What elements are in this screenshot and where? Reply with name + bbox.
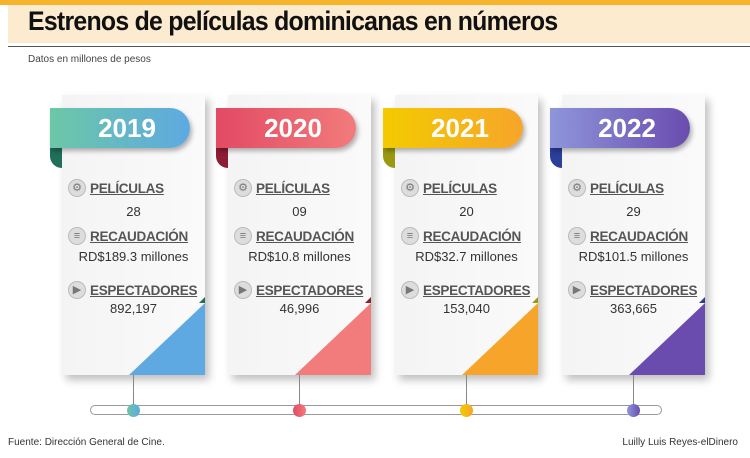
year-card-2019: 2019 ⚙ PELÍCULAS 28 ≡ RECAUDACIÓN RD$189.3… [50,95,205,375]
film-reel-icon: ⚙ [568,179,586,197]
corner-fold [462,303,538,375]
films-label: PELÍCULAS [256,180,330,196]
films-heading: ⚙ PELÍCULAS [401,179,497,197]
revenue-value: RD$101.5 millones [578,249,689,264]
films-label: PELÍCULAS [423,180,497,196]
coins-icon: ≡ [401,227,419,245]
films-value: 29 [626,204,641,219]
year-card-2022: 2022 ⚙ PELÍCULAS 29 ≡ RECAUDACIÓN RD$101.5… [550,95,705,375]
viewers-value: 363,665 [610,301,657,316]
revenue-label: RECAUDACIÓN [256,228,354,244]
revenue-value: RD$189.3 millones [78,249,189,264]
corner-fold [629,303,705,375]
coins-icon: ≡ [568,227,586,245]
viewers-label: ESPECTADORES [256,282,364,298]
viewers-value: 892,197 [110,301,157,316]
viewers-heading: ▶ ESPECTADORES [568,281,697,299]
year-ribbon: 2021 [383,108,523,148]
ribbon-tail [50,148,62,168]
viewers-label: ESPECTADORES [590,282,698,298]
viewers-label: ESPECTADORES [90,282,198,298]
corner-fold-edge [699,297,705,303]
year-ribbon: 2019 [50,108,190,148]
source-note: Fuente: Dirección General de Cine. [8,437,165,448]
year-ribbon: 2020 [216,108,356,148]
films-heading: ⚙ PELÍCULAS [568,179,664,197]
timeline-connector [633,375,634,411]
screen-audience-icon: ▶ [568,281,586,299]
film-reel-icon: ⚙ [234,179,252,197]
screen-audience-icon: ▶ [234,281,252,299]
ribbon-tail [550,148,562,168]
screen-audience-icon: ▶ [401,281,419,299]
corner-fold-edge [365,297,371,303]
revenue-heading: ≡ RECAUDACIÓN [234,227,354,245]
films-value: 20 [459,204,474,219]
viewers-value: 46,996 [279,301,320,316]
films-value: 09 [292,204,307,219]
films-heading: ⚙ PELÍCULAS [234,179,330,197]
coins-icon: ≡ [68,227,86,245]
title-band [8,5,750,43]
revenue-heading: ≡ RECAUDACIÓN [401,227,521,245]
coins-icon: ≡ [234,227,252,245]
viewers-value: 153,040 [443,301,490,316]
timeline-dot-2019 [127,404,140,417]
revenue-label: RECAUDACIÓN [423,228,521,244]
film-reel-icon: ⚙ [68,179,86,197]
timeline-connector [133,375,134,411]
timeline-dot-2021 [460,404,473,417]
timeline-connector [466,375,467,411]
films-label: PELÍCULAS [590,180,664,196]
corner-fold [295,303,371,375]
credit: Luilly Luis Reyes-elDinero [622,437,738,448]
viewers-heading: ▶ ESPECTADORES [401,281,530,299]
divider [8,46,750,47]
films-label: PELÍCULAS [90,180,164,196]
ribbon-tail [383,148,395,168]
revenue-heading: ≡ RECAUDACIÓN [568,227,688,245]
revenue-value: RD$32.7 millones [415,249,518,264]
screen-audience-icon: ▶ [68,281,86,299]
viewers-label: ESPECTADORES [423,282,531,298]
timeline-dot-2020 [293,404,306,417]
timeline-dot-2022 [627,404,640,417]
year-card-2021: 2021 ⚙ PELÍCULAS 20 ≡ RECAUDACIÓN RD$32.7 … [383,95,538,375]
page-title: Estrenos de películas dominicanas en núm… [28,6,558,36]
subtitle: Datos en millones de pesos [28,54,151,65]
revenue-label: RECAUDACIÓN [90,228,188,244]
corner-fold [129,303,205,375]
timeline-connector [299,375,300,411]
viewers-heading: ▶ ESPECTADORES [68,281,197,299]
corner-fold-edge [532,297,538,303]
films-heading: ⚙ PELÍCULAS [68,179,164,197]
year-card-2020: 2020 ⚙ PELÍCULAS 09 ≡ RECAUDACIÓN RD$10.8 … [216,95,371,375]
top-accent-bar [0,0,750,5]
revenue-heading: ≡ RECAUDACIÓN [68,227,188,245]
films-value: 28 [126,204,141,219]
year-ribbon: 2022 [550,108,690,148]
viewers-heading: ▶ ESPECTADORES [234,281,363,299]
ribbon-tail [216,148,228,168]
corner-fold-edge [199,297,205,303]
revenue-value: RD$10.8 millones [248,249,351,264]
revenue-label: RECAUDACIÓN [590,228,688,244]
timeline-track [90,405,662,415]
film-reel-icon: ⚙ [401,179,419,197]
